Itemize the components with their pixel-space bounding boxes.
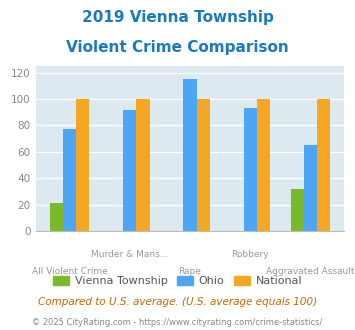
Text: Violent Crime Comparison: Violent Crime Comparison (66, 40, 289, 54)
Text: All Violent Crime: All Violent Crime (32, 267, 107, 276)
Text: Robbery: Robbery (231, 250, 269, 259)
Text: © 2025 CityRating.com - https://www.cityrating.com/crime-statistics/: © 2025 CityRating.com - https://www.city… (32, 318, 323, 327)
Text: Rape: Rape (179, 267, 201, 276)
Legend: Vienna Township, Ohio, National: Vienna Township, Ohio, National (48, 271, 307, 290)
Bar (290, 189, 304, 231)
Bar (50, 203, 63, 231)
Bar (76, 99, 89, 231)
Bar (183, 79, 197, 231)
Bar (304, 145, 317, 231)
Bar (244, 108, 257, 231)
Text: Aggravated Assault: Aggravated Assault (266, 267, 355, 276)
Bar (197, 99, 210, 231)
Text: 2019 Vienna Township: 2019 Vienna Township (82, 10, 273, 25)
Bar (136, 99, 149, 231)
Text: Compared to U.S. average. (U.S. average equals 100): Compared to U.S. average. (U.S. average … (38, 297, 317, 307)
Bar (257, 99, 270, 231)
Bar (63, 129, 76, 231)
Bar (317, 99, 330, 231)
Text: Murder & Mans...: Murder & Mans... (91, 250, 168, 259)
Bar (123, 110, 136, 231)
